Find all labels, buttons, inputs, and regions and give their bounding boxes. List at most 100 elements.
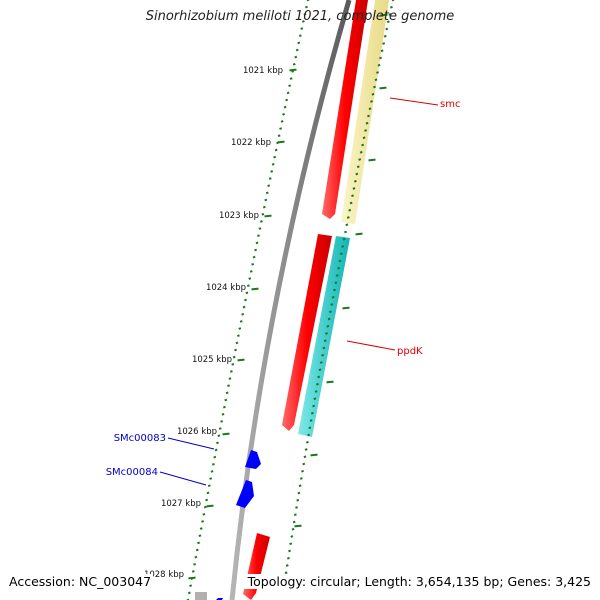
ruler-dot-3 — [301, 20, 305, 23]
ruler-dot-80 — [191, 570, 195, 573]
map-title: Sinorhizobium meliloti 1021, complete ge… — [145, 9, 455, 24]
ruler-major-tick-outer-5 — [326, 380, 334, 384]
ruler-dot-56 — [224, 398, 228, 402]
ruler-dot-outer-33 — [342, 237, 346, 241]
ruler-major-tick-outer-1 — [379, 86, 387, 90]
ruler-major-tick-2 — [264, 214, 272, 218]
ruler-dot-outer-47 — [323, 339, 327, 343]
ruler-dot-15 — [283, 105, 287, 109]
topology-summary-text: Topology: circular; Length: 3,654,135 bp… — [243, 574, 591, 589]
smc-track — [341, 0, 389, 224]
ruler-label-1028: 1028 kbp — [144, 570, 184, 580]
ruler-dot-18 — [279, 127, 283, 130]
ruler-dot-outer-79 — [284, 571, 288, 575]
ruler-dot-61 — [217, 434, 221, 438]
ruler-dot-59 — [220, 420, 224, 423]
ruler-dot-41 — [245, 291, 249, 295]
ruler-dot-60 — [218, 427, 222, 430]
ruler-dot-9 — [292, 62, 296, 66]
ruler-dot-outer-55 — [313, 397, 317, 401]
ruler-dot-outer-41 — [331, 295, 335, 299]
ruler-dot-outer-15 — [368, 107, 372, 111]
ruler-dot-outer-50 — [319, 361, 323, 364]
ruler-dot-outer-13 — [371, 92, 375, 96]
ruler-major-tick-1 — [277, 140, 285, 144]
ruler-dot-28 — [264, 198, 268, 202]
ruler-dot-outer-69 — [296, 498, 300, 502]
ruler-label-1026: 1026 kbp — [177, 427, 217, 437]
ruler-dot-outer-48 — [322, 346, 326, 350]
ruler-dot-outer-17 — [365, 121, 369, 125]
ruler-dot-76 — [197, 541, 201, 545]
gene-arrow-smc00084 — [236, 480, 254, 508]
ruler-dot-50 — [232, 355, 236, 359]
ruler-dot-72 — [202, 512, 206, 516]
ruler-dot-13 — [286, 91, 290, 95]
ruler-dot-outer-60 — [307, 433, 311, 437]
ruler-dot-58 — [221, 412, 225, 416]
ruler-dot-66 — [210, 470, 214, 473]
ruler-dot-outer-62 — [304, 448, 308, 451]
ruler-dot-10 — [291, 70, 295, 73]
ruler-dot-69 — [206, 491, 210, 495]
ruler-label-1025: 1025 kbp — [192, 355, 232, 365]
ruler-dot-37 — [251, 262, 255, 266]
ruler-dot-31 — [259, 220, 263, 223]
ruler-dot-1 — [305, 5, 308, 9]
ruler-dot-78 — [194, 555, 198, 559]
ruler-dot-47 — [236, 334, 240, 338]
ruler-dot-32 — [258, 227, 262, 230]
ruler-dot-outer-63 — [303, 455, 307, 459]
ruler-dot-53 — [228, 377, 232, 380]
ruler-major-tick-outer-3 — [355, 232, 363, 236]
ruler-dot-outer-73 — [291, 527, 295, 531]
ruler-dot-outer-30 — [346, 216, 350, 219]
ruler-dot-24 — [270, 170, 274, 173]
ruler-label-1024: 1024 kbp — [206, 283, 246, 293]
ruler-dot-49 — [234, 348, 238, 352]
ruler-label-1022: 1022 kbp — [231, 138, 271, 148]
ruler-dot-55 — [225, 391, 229, 395]
ruler-label-1023: 1023 kbp — [219, 211, 259, 221]
ruler-dot-62 — [216, 441, 219, 445]
ruler-dot-outer-4 — [385, 27, 389, 31]
genome-backbone — [229, 0, 352, 600]
ruler-dot-outer-57 — [310, 411, 314, 415]
ruler-dot-12 — [288, 84, 292, 88]
ruler-dot-outer-56 — [312, 404, 316, 408]
ruler-dot-outer-54 — [314, 390, 318, 393]
ruler-dot-75 — [198, 534, 202, 538]
ruler-dot-outer-45 — [326, 324, 330, 328]
ruler-dot-70 — [205, 498, 209, 502]
ruler-dot-7 — [295, 48, 299, 52]
ruler-dot-outer-28 — [349, 201, 353, 205]
smc-leader-line — [389, 97, 439, 106]
ruler-minor-ticks — [186, 0, 395, 600]
ruler-dot-21 — [274, 148, 278, 152]
ruler-major-tick-outer-6 — [310, 453, 318, 457]
ruler-dot-outer-19 — [362, 136, 366, 140]
ruler-major-tick-0 — [289, 68, 297, 72]
ruler-dot-23 — [271, 162, 275, 166]
ruler-major-tick-outer-0 — [380, 13, 388, 17]
ruler-dot-79 — [193, 562, 197, 566]
ruler-dot-outer-8 — [379, 56, 383, 60]
ruler-major-tick-6 — [206, 504, 214, 508]
ruler-major-tick-4 — [237, 358, 245, 362]
ruler-major-tick-7 — [188, 576, 196, 580]
ruler-dot-33 — [257, 234, 260, 238]
ruler-dot-outer-32 — [344, 230, 347, 234]
ruler-dot-outer-36 — [338, 259, 342, 263]
ruler-dot-16 — [282, 112, 286, 116]
ruler-dot-outer-9 — [377, 63, 381, 67]
ruler-dot-outer-75 — [289, 542, 293, 546]
ppdk-leader-line — [346, 340, 396, 351]
ruler-dot-outer-64 — [302, 462, 306, 466]
ruler-dot-40 — [246, 284, 250, 288]
ruler-dot-outer-77 — [286, 556, 290, 560]
ruler-dot-outer-40 — [333, 288, 336, 292]
ruler-dot-74 — [199, 527, 203, 530]
ruler-dot-30 — [261, 212, 265, 216]
ruler-dot-34 — [255, 241, 259, 245]
ruler-dot-outer-12 — [373, 85, 376, 89]
